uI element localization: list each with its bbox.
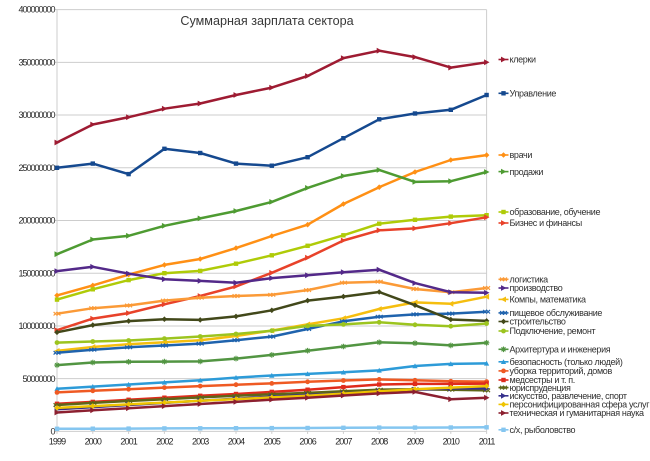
svg-text:2002: 2002 (156, 437, 173, 447)
svg-text:персонифицированная сфера услу: персонифицированная сфера услуг (510, 400, 650, 410)
svg-text:2011: 2011 (479, 437, 496, 447)
svg-text:2009: 2009 (407, 437, 424, 447)
svg-text:Суммарная зарплата сектора: Суммарная зарплата сектора (180, 14, 353, 28)
svg-text:2005: 2005 (264, 437, 281, 447)
svg-text:пищевое обслуживание: пищевое обслуживание (510, 308, 603, 318)
svg-text:Компы, математика: Компы, математика (510, 295, 586, 305)
svg-text:Управление: Управление (510, 89, 557, 99)
svg-text:продажи: продажи (510, 167, 544, 177)
svg-text:2006: 2006 (299, 437, 316, 447)
svg-text:клерки: клерки (510, 55, 536, 65)
svg-text:уборка территорий, домов: уборка территорий, домов (510, 366, 613, 376)
svg-text:врачи: врачи (510, 150, 533, 160)
svg-text:2010: 2010 (443, 437, 460, 447)
svg-text:Бизнес и финансы: Бизнес и финансы (510, 218, 582, 228)
svg-text:юриспруденция: юриспруденция (510, 383, 571, 393)
svg-text:1999: 1999 (49, 437, 66, 447)
svg-text:350000000: 350000000 (18, 57, 55, 67)
svg-text:Архитертура и инженерия: Архитертура и инженерия (510, 345, 611, 355)
svg-text:2004: 2004 (228, 437, 245, 447)
svg-text:400000000: 400000000 (18, 5, 55, 15)
svg-text:производство: производство (510, 283, 563, 293)
svg-text:2001: 2001 (120, 437, 137, 447)
svg-text:100000000: 100000000 (18, 321, 55, 331)
svg-text:250000000: 250000000 (18, 163, 55, 173)
svg-text:50000000: 50000000 (22, 374, 55, 384)
svg-text:2007: 2007 (335, 437, 352, 447)
svg-text:0: 0 (50, 427, 55, 437)
svg-text:медсестры и т. п.: медсестры и т. п. (510, 375, 575, 385)
svg-text:2008: 2008 (371, 437, 388, 447)
svg-text:образование, обучение: образование, обучение (510, 207, 601, 217)
svg-text:2000: 2000 (85, 437, 102, 447)
svg-text:300000000: 300000000 (18, 110, 55, 120)
svg-text:150000000: 150000000 (18, 268, 55, 278)
svg-text:искусство, развлечение, спорт: искусство, развлечение, спорт (510, 391, 627, 401)
svg-text:техническая и гуманитарная нау: техническая и гуманитарная наука (510, 408, 644, 418)
svg-text:Подключение, ремонт: Подключение, ремонт (510, 326, 596, 336)
svg-text:строительство: строительство (510, 317, 566, 327)
svg-text:логистика: логистика (510, 275, 549, 285)
svg-text:с/х, рыболовство: с/х, рыболовство (510, 425, 576, 435)
svg-text:200000000: 200000000 (18, 216, 55, 226)
svg-text:2003: 2003 (192, 437, 209, 447)
svg-text:безопасность (только людей): безопасность (только людей) (510, 357, 623, 367)
